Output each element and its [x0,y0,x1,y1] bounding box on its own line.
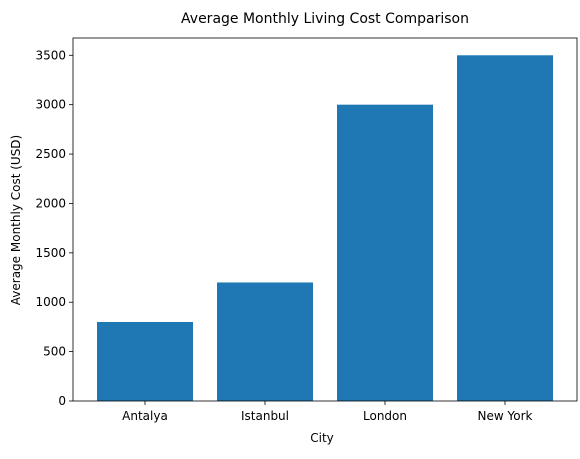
y-tick-label: 2000 [35,196,66,210]
y-tick-label: 500 [43,345,66,359]
y-tick-label: 3500 [35,48,66,62]
x-axis-ticks: Antalya Istanbul London New York [122,401,533,423]
y-axis-ticks: 0 500 1000 1500 2000 2500 3000 3500 [35,48,73,408]
y-tick-label: 0 [58,394,66,408]
bar-london [337,104,433,402]
y-axis-label: Average Monthly Cost (USD) [9,135,23,305]
x-tick-label-antalya: Antalya [122,409,168,423]
y-tick-label: 2500 [35,147,66,161]
bar-new-york [457,55,553,402]
x-axis-label: City [310,431,334,445]
x-tick-label-london: London [363,409,407,423]
y-tick-label: 1000 [35,295,66,309]
y-tick-label: 1500 [35,246,66,260]
x-tick-label-new-york: New York [478,409,533,423]
bars-group [97,55,553,402]
x-tick-label-istanbul: Istanbul [241,409,289,423]
bar-istanbul [217,282,313,401]
y-tick-label: 3000 [35,98,66,112]
chart-title: Average Monthly Living Cost Comparison [181,11,469,27]
bar-antalya [97,321,193,401]
plot-frame [72,37,578,402]
